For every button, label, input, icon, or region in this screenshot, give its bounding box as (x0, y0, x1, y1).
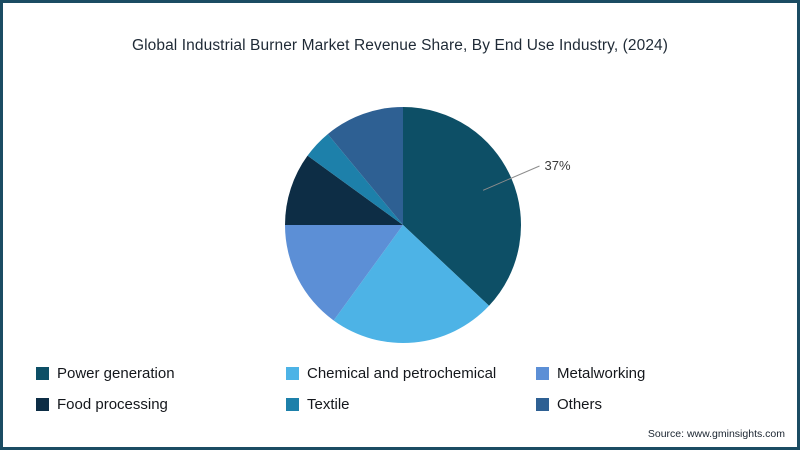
pie-slice-value-label: 37% (545, 158, 571, 173)
legend-item-metalworking: Metalworking (536, 365, 756, 382)
pie-slice-textile (307, 134, 403, 225)
legend-label-power-generation: Power generation (57, 365, 175, 382)
pie-chart: 37% (285, 107, 571, 344)
legend-label-chemical-and-petrochemical: Chemical and petrochemical (307, 365, 497, 382)
legend-swatch-others (536, 398, 549, 411)
legend-item-chemical-and-petrochemical: Chemical and petrochemical (286, 365, 536, 382)
chart-legend: Power generation Chemical and petrochemi… (36, 365, 756, 413)
legend-swatch-textile (286, 398, 299, 411)
legend-swatch-food-processing (36, 398, 49, 411)
legend-item-power-generation: Power generation (36, 365, 286, 382)
source-attribution: Source: www.gminsights.com (647, 428, 785, 440)
pie-slice-metalworking (285, 225, 403, 321)
legend-swatch-metalworking (536, 367, 549, 380)
legend-item-food-processing: Food processing (36, 396, 286, 413)
legend-label-metalworking: Metalworking (557, 365, 646, 382)
legend-label-others: Others (557, 396, 603, 413)
legend-swatch-chemical-and-petrochemical (286, 367, 299, 380)
chart-title: Global Industrial Burner Market Revenue … (131, 37, 669, 54)
legend-label-food-processing: Food processing (57, 396, 168, 413)
legend-item-others: Others (536, 396, 756, 413)
legend-label-textile: Textile (307, 396, 350, 413)
pie-chart-area: 37% (143, 98, 663, 358)
pie-slice-others (327, 107, 403, 225)
label-leader-line (482, 165, 540, 191)
legend-item-textile: Textile (286, 396, 536, 413)
pie-slice-food-processing (285, 155, 403, 225)
legend-swatch-power-generation (36, 367, 49, 380)
pie-slice-power-generation (403, 107, 522, 306)
pie-slice-chemical-and-petrochemical (333, 225, 490, 344)
